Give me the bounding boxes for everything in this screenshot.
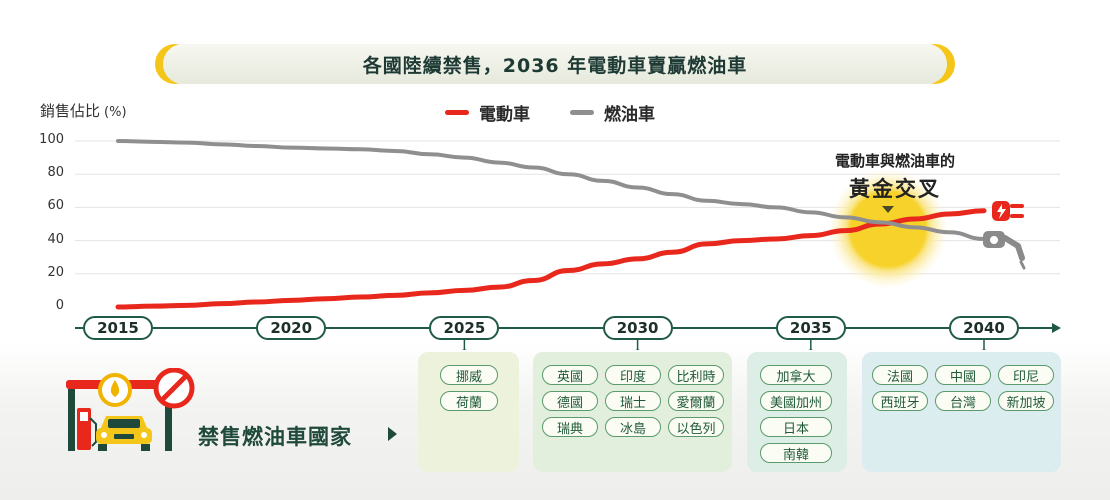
country-chip: 新加坡 — [998, 391, 1054, 411]
legend: 電動車 燃油車 — [445, 100, 655, 125]
car-icon — [96, 416, 152, 451]
page-title: 各國陸續禁售，2036 年電動車賣贏燃油車 — [163, 44, 947, 84]
no-entry-sign-icon — [153, 368, 195, 409]
country-chip: 中國 — [935, 365, 991, 385]
country-chip: 美國加州 — [760, 391, 832, 411]
country-chip: 加拿大 — [760, 365, 832, 385]
y-axis-title-text: 銷售佔比 — [40, 102, 101, 120]
country-chip: 瑞典 — [542, 417, 598, 437]
country-chip: 荷蘭 — [440, 391, 498, 411]
x-tick-2030: 2030 — [602, 316, 673, 340]
ban-label: 禁售燃油車國家 — [198, 425, 352, 449]
series-line-fuel — [116, 139, 986, 241]
country-chip: 台灣 — [935, 391, 991, 411]
country-chip: 英國 — [542, 365, 598, 385]
annotation-title: 黃金交叉 — [849, 177, 941, 201]
series-line-ev — [115, 208, 987, 310]
x-tick-2035: 2035 — [775, 316, 846, 340]
ban-group-2030: 英國 印度 比利時德國 瑞士 愛爾蘭瑞典 冰島 以色列 — [533, 352, 732, 472]
x-tick-2015: 2015 — [83, 316, 153, 340]
legend-item-fuel: 燃油車 — [570, 100, 655, 125]
line-chart — [75, 139, 1061, 350]
x-tick-2020: 2020 — [256, 316, 327, 340]
y-tick-40: 40 — [47, 231, 64, 247]
ban-group-2040: 法國 中國 印尼西班牙 台灣 新加坡 — [862, 352, 1061, 472]
x-axis — [75, 323, 1061, 333]
legend-label-ev: 電動車 — [479, 105, 530, 125]
ev-plug-icon — [992, 201, 1024, 221]
golden-cross-sun-icon — [828, 169, 948, 289]
country-chip: 德國 — [542, 391, 598, 411]
y-tick-60: 60 — [47, 198, 64, 214]
country-chip: 日本 — [760, 417, 832, 437]
legend-item-ev: 電動車 — [445, 100, 530, 125]
fuel-nozzle-icon — [983, 231, 1026, 270]
y-axis-title: 銷售佔比 (%) — [40, 100, 127, 121]
legend-swatch-fuel — [570, 110, 594, 115]
country-chip: 印度 — [605, 365, 661, 385]
x-tick-2025: 2025 — [429, 316, 500, 340]
gas-station-icon — [66, 368, 195, 451]
country-chip: 印尼 — [998, 365, 1054, 385]
y-tick-0: 0 — [55, 298, 64, 313]
y-tick-100: 100 — [39, 132, 64, 147]
y-axis-unit: (%) — [104, 105, 127, 120]
country-chip: 南韓 — [760, 443, 832, 463]
country-chip: 愛爾蘭 — [668, 391, 724, 411]
country-chip: 以色列 — [668, 417, 724, 437]
series-group — [115, 139, 987, 310]
ban-arrow-icon — [388, 427, 397, 441]
country-chip: 瑞士 — [605, 391, 661, 411]
title-banner: 各國陸續禁售，2036 年電動車賣贏燃油車 — [155, 44, 955, 84]
legend-swatch-ev — [445, 110, 469, 115]
y-tick-80: 80 — [47, 165, 64, 181]
country-chip: 西班牙 — [872, 391, 928, 411]
golden-cross-annotation: 電動車與燃油車的 黃金交叉 — [795, 150, 995, 203]
country-chip: 挪威 — [440, 365, 498, 385]
legend-label-fuel: 燃油車 — [604, 105, 655, 125]
y-tick-20: 20 — [47, 264, 64, 280]
ban-group-2035: 加拿大美國加州日本南韓 — [747, 352, 847, 472]
ban-group-2025: 挪威 荷蘭 — [418, 352, 519, 472]
country-chip: 冰島 — [605, 417, 661, 437]
x-axis-arrow-icon — [1052, 323, 1061, 333]
annotation-subtitle: 電動車與燃油車的 — [834, 152, 955, 170]
x-tick-2040: 2040 — [949, 316, 1019, 340]
country-chip: 比利時 — [668, 365, 724, 385]
country-chip: 法國 — [872, 365, 928, 385]
